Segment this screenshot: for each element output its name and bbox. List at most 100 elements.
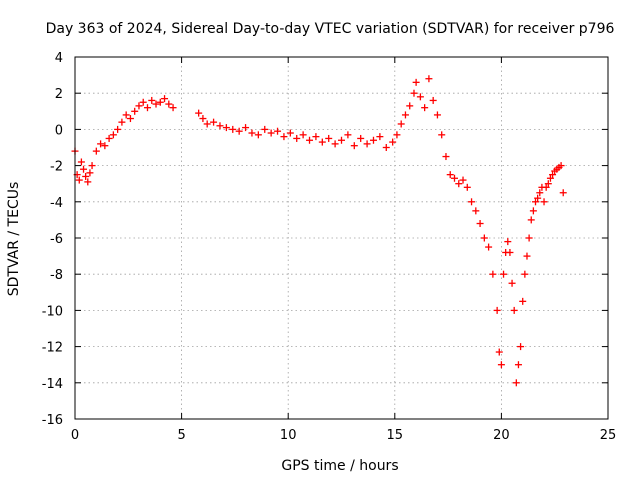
data-point — [105, 134, 113, 142]
data-point — [92, 147, 100, 155]
data-point — [97, 140, 105, 148]
data-point — [254, 131, 262, 139]
data-point — [476, 220, 484, 228]
data-point — [338, 136, 345, 144]
data-point — [135, 102, 143, 110]
data-point — [84, 178, 92, 186]
grid-layer — [75, 57, 608, 419]
data-point — [542, 183, 550, 191]
data-point — [222, 124, 230, 132]
data-point — [165, 100, 173, 108]
data-point — [293, 134, 301, 142]
data-point — [523, 252, 531, 260]
data-layer — [71, 75, 567, 387]
data-point — [397, 120, 405, 128]
y-tick-label: 2 — [55, 87, 63, 102]
data-point — [312, 133, 320, 141]
data-point — [161, 95, 169, 103]
data-point — [199, 115, 207, 123]
data-point — [131, 107, 139, 115]
data-point — [506, 248, 514, 256]
data-point — [114, 125, 122, 133]
data-point — [242, 124, 250, 132]
data-point — [216, 122, 224, 130]
data-point — [446, 171, 454, 179]
data-point — [559, 189, 567, 197]
data-point — [152, 100, 160, 108]
data-point — [357, 134, 365, 142]
data-point — [463, 183, 471, 191]
data-point — [118, 118, 126, 126]
data-point — [429, 96, 437, 104]
data-point — [195, 109, 203, 117]
data-point — [493, 306, 501, 314]
data-point — [525, 234, 533, 242]
data-point — [557, 162, 565, 170]
data-point — [529, 207, 537, 215]
data-point — [267, 129, 275, 137]
y-tick-label: -4 — [50, 196, 63, 211]
y-axis-title: SDTVAR / TECUs — [6, 182, 22, 297]
data-point — [344, 131, 352, 139]
data-point — [412, 78, 420, 86]
data-point — [519, 297, 527, 305]
data-point — [485, 243, 493, 251]
data-point — [549, 171, 557, 179]
y-tick-label: -8 — [50, 268, 63, 283]
data-point — [299, 131, 307, 139]
data-point — [139, 98, 147, 106]
data-point — [546, 174, 554, 182]
data-point — [455, 180, 463, 188]
data-point — [235, 127, 243, 135]
y-tick-label: -12 — [42, 341, 63, 356]
data-point — [521, 270, 529, 278]
data-point — [101, 142, 109, 150]
data-point — [450, 174, 458, 182]
y-tick-label: 0 — [55, 123, 63, 138]
data-point — [480, 234, 488, 242]
data-point — [540, 198, 548, 206]
data-point — [169, 104, 177, 112]
data-point — [88, 162, 96, 170]
y-tick-label: -16 — [42, 413, 63, 428]
data-point — [497, 361, 505, 369]
data-point — [274, 127, 282, 135]
data-point — [80, 165, 88, 173]
data-point — [544, 180, 552, 188]
y-tick-label: -14 — [42, 377, 63, 392]
x-tick-label: 10 — [280, 428, 297, 443]
data-point — [261, 125, 269, 133]
data-point — [143, 104, 151, 112]
y-tick-label: 4 — [55, 51, 63, 66]
data-point — [331, 140, 339, 148]
x-tick-label: 0 — [71, 428, 79, 443]
data-point — [514, 361, 522, 369]
x-tick-label: 25 — [600, 428, 617, 443]
data-point — [410, 89, 418, 97]
data-point — [512, 379, 520, 387]
data-point — [86, 169, 94, 177]
data-point — [350, 142, 358, 150]
x-tick-label: 5 — [177, 428, 185, 443]
data-point — [376, 133, 384, 141]
data-point — [369, 136, 377, 144]
data-point — [286, 129, 294, 137]
y-tick-label: -2 — [50, 160, 63, 175]
chart-title: Day 363 of 2024, Sidereal Day-to-day VTE… — [46, 21, 615, 37]
x-tick-label: 15 — [387, 428, 404, 443]
data-point — [421, 104, 429, 112]
data-point — [325, 134, 333, 142]
data-point — [489, 270, 497, 278]
data-point — [534, 194, 542, 202]
data-point — [504, 238, 512, 246]
data-point — [472, 207, 480, 215]
data-point — [248, 129, 256, 137]
data-point — [510, 306, 518, 314]
data-point — [393, 131, 401, 139]
data-point — [495, 348, 503, 356]
data-point — [318, 138, 326, 146]
data-point — [459, 176, 467, 184]
